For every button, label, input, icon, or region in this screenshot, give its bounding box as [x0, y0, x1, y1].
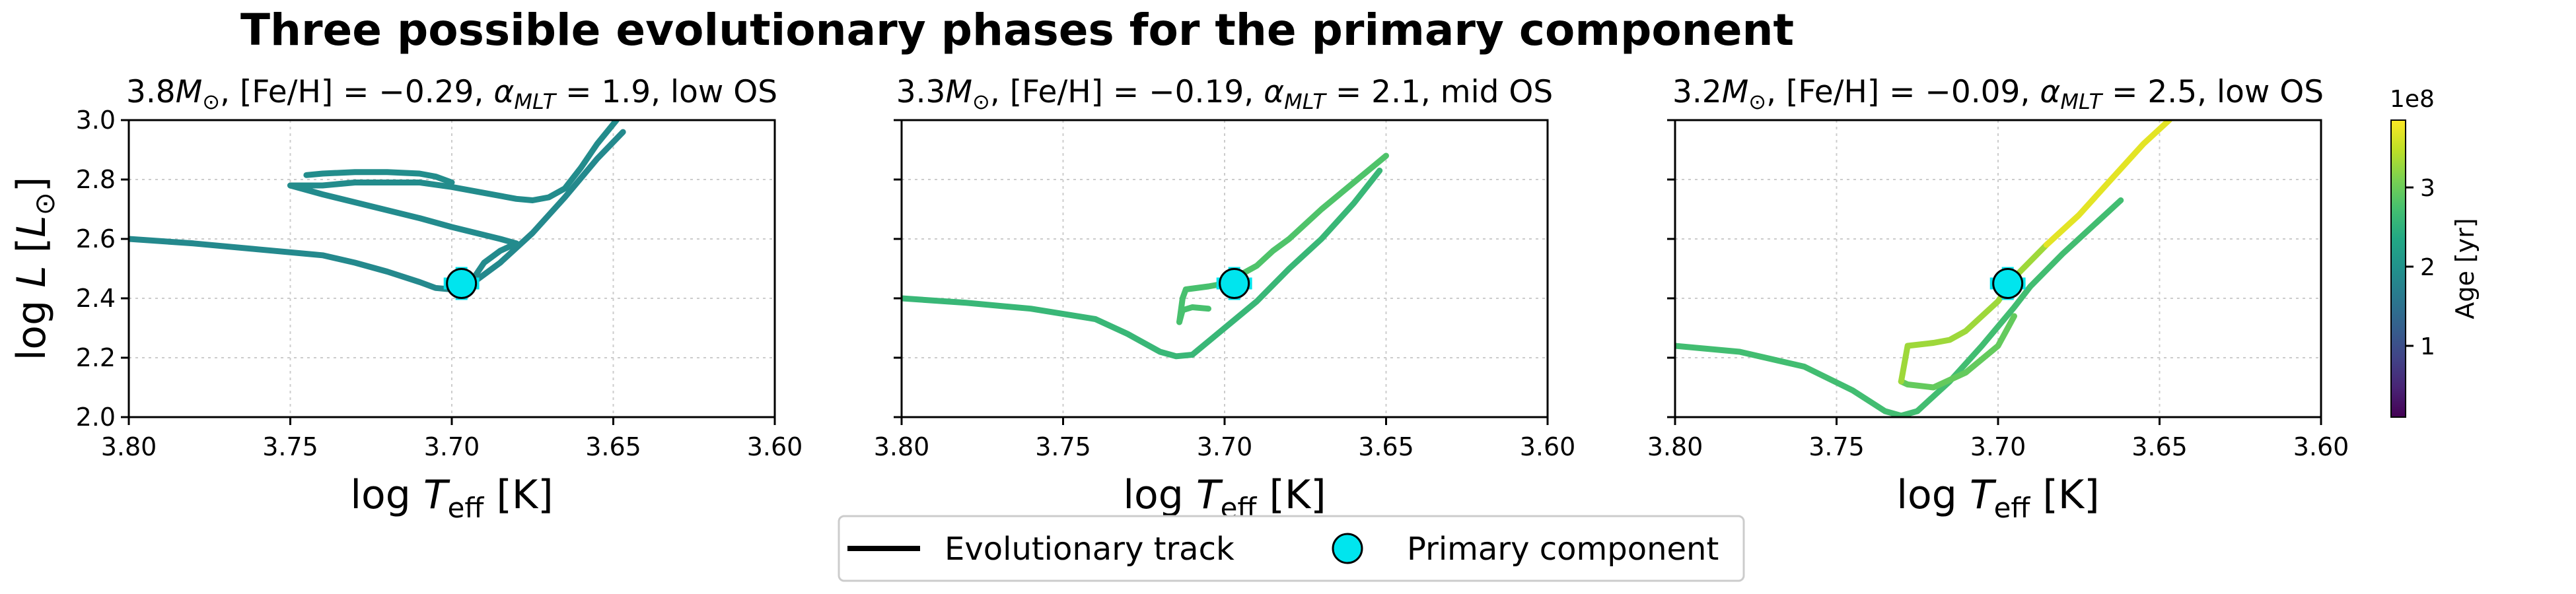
x-tick-label: 3.65 — [585, 432, 641, 461]
primary-point — [1992, 268, 2024, 299]
track-segment — [1898, 242, 2050, 385]
x-tick-label: 3.65 — [1358, 432, 1414, 461]
legend-primary-label: Primary component — [1407, 531, 1719, 568]
panel-3: 3.2M⊙, [Fe/H] = −0.09, αMLT = 2.5, low O… — [1647, 74, 2349, 524]
y-tick-label: 2.4 — [76, 284, 116, 313]
x-tick-label: 3.70 — [1197, 432, 1253, 461]
figure-title: Three possible evolutionary phases for t… — [240, 5, 1794, 55]
evolutionary-track — [902, 152, 1389, 360]
x-tick-label: 3.75 — [262, 432, 318, 461]
x-tick-label: 3.75 — [1808, 432, 1865, 461]
track-segment — [1189, 168, 1383, 358]
colorbar-label: Age [yr] — [2451, 218, 2480, 319]
y-tick-label: 2.0 — [76, 403, 116, 432]
track-segment — [1898, 313, 2017, 391]
y-axis-label: log L [L⊙] — [9, 177, 61, 361]
x-tick-label: 3.60 — [747, 432, 803, 461]
x-tick-label: 3.70 — [1970, 432, 2026, 461]
panel-1: 3.8M⊙, [Fe/H] = −0.29, αMLT = 1.9, low O… — [9, 74, 803, 524]
track-segment — [129, 236, 471, 292]
colorbar-scale — [2390, 119, 2406, 418]
y-tick-label: 2.6 — [76, 224, 116, 253]
primary-component-marker — [443, 267, 480, 300]
legend-primary-marker — [1332, 533, 1363, 564]
track-segment — [287, 182, 520, 290]
track-segment — [1675, 343, 1921, 417]
track-segment — [1221, 152, 1389, 286]
colorbar-ticks: 1 2 3 — [2406, 175, 2435, 360]
y-tick-label: 2.2 — [76, 343, 116, 372]
colorbar: 1e8 1 2 3 Age [yr] — [2390, 86, 2480, 418]
colorbar-tick-label: 1 — [2420, 333, 2435, 360]
track-segment — [1176, 304, 1211, 325]
y-tick-label: 2.8 — [76, 165, 116, 194]
track-segment — [902, 295, 1196, 360]
y-tick-label: 3.0 — [76, 106, 116, 135]
primary-component-marker — [1216, 267, 1252, 300]
x-tick-label: 3.80 — [1647, 432, 1703, 461]
colorbar-tick-label: 3 — [2420, 175, 2435, 202]
track-segment — [303, 169, 455, 185]
track-segment — [465, 129, 626, 290]
panel-title: 3.3M⊙, [Fe/H] = −0.19, αMLT = 2.1, mid O… — [896, 74, 1554, 114]
legend-frame — [838, 515, 1745, 582]
evolutionary-track — [1675, 120, 2172, 417]
x-tick-label: 3.60 — [1520, 432, 1576, 461]
colorbar-offset-text: 1e8 — [2390, 86, 2435, 113]
panel-title: 3.2M⊙, [Fe/H] = −0.09, αMLT = 2.5, low O… — [1672, 74, 2324, 114]
x-tick-label: 3.65 — [2131, 432, 2188, 461]
x-tick-label: 3.60 — [2293, 432, 2349, 461]
panel-title: 3.8M⊙, [Fe/H] = −0.29, αMLT = 1.9, low O… — [126, 74, 777, 114]
panels-group: 3.8M⊙, [Fe/H] = −0.29, αMLT = 1.9, low O… — [9, 74, 2349, 524]
primary-point — [446, 268, 478, 299]
x-tick-label: 3.80 — [874, 432, 930, 461]
x-axis-label: log Teff [K] — [350, 472, 553, 524]
x-tick-label: 3.70 — [424, 432, 480, 461]
legend: Evolutionary track Primary component — [838, 515, 1745, 582]
evolutionary-track — [129, 120, 626, 292]
track-segment — [287, 120, 620, 203]
x-axis-label: log Teff [K] — [1896, 472, 2099, 524]
primary-point — [1219, 268, 1250, 299]
x-axis-label: log Teff [K] — [1123, 472, 1326, 524]
track-segment — [2043, 120, 2172, 248]
colorbar-tick-label: 2 — [2420, 254, 2435, 281]
legend-track-label: Evolutionary track — [945, 531, 1234, 568]
panel-2: 3.3M⊙, [Fe/H] = −0.19, αMLT = 2.1, mid O… — [874, 74, 1576, 524]
x-tick-label: 3.80 — [101, 432, 157, 461]
primary-component-marker — [1989, 267, 2026, 300]
x-tick-label: 3.75 — [1035, 432, 1091, 461]
